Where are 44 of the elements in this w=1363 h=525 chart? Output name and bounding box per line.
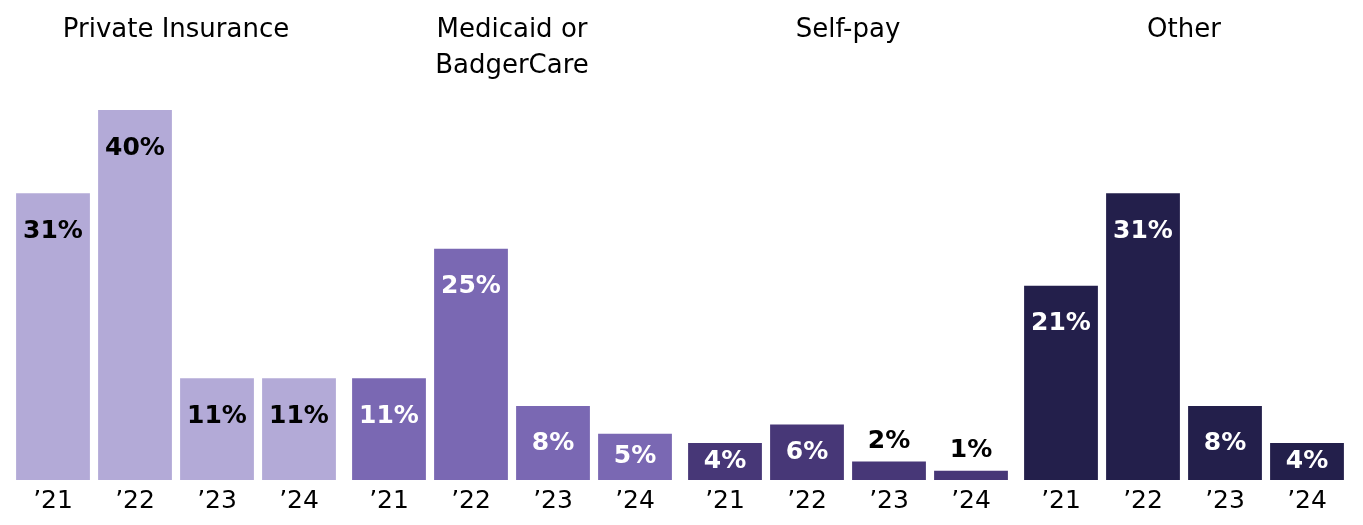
x-tick-label: ’23 <box>197 484 237 514</box>
bar <box>434 248 508 480</box>
bar <box>1106 193 1180 480</box>
bar <box>852 461 926 480</box>
x-tick-label: ’21 <box>1041 484 1081 514</box>
chart-title: Private Insurance <box>61 12 291 45</box>
data-label: 31% <box>23 214 83 244</box>
data-label: 8% <box>531 426 575 456</box>
x-tick-label: ’21 <box>369 484 409 514</box>
chart-title: Medicaid or BadgerCare <box>434 12 590 81</box>
data-label: 40% <box>105 131 165 161</box>
x-tick-label: ’23 <box>1205 484 1245 514</box>
bar <box>1024 285 1098 480</box>
data-label: 5% <box>613 440 657 470</box>
chart-title: Self-pay <box>794 12 902 45</box>
x-tick-label: ’23 <box>869 484 909 514</box>
x-tick-label: ’22 <box>1123 484 1163 514</box>
data-label: 2% <box>867 425 911 454</box>
data-label: 1% <box>949 434 993 464</box>
x-tick-label: ’22 <box>787 484 827 514</box>
x-tick-label: ’24 <box>1287 484 1327 514</box>
bar <box>1188 406 1262 480</box>
bar <box>516 406 590 480</box>
data-label: 11% <box>359 399 419 429</box>
data-label: 21% <box>1031 307 1091 337</box>
x-tick-label: ’21 <box>33 484 73 514</box>
bar <box>352 378 426 480</box>
data-label: 6% <box>785 435 829 465</box>
x-tick-label: ’24 <box>279 484 319 514</box>
data-label: 11% <box>187 399 247 429</box>
x-tick-label: ’23 <box>533 484 573 514</box>
x-tick-label: ’24 <box>951 484 991 514</box>
data-label: 4% <box>1285 445 1329 474</box>
x-tick-label: ’22 <box>451 484 491 514</box>
chart-title: Other <box>1146 12 1222 45</box>
data-label: 31% <box>1113 214 1173 244</box>
bar <box>934 470 1008 480</box>
x-tick-label: ’22 <box>115 484 155 514</box>
data-label: 25% <box>441 270 501 300</box>
x-tick-label: ’21 <box>705 484 745 514</box>
data-label: 4% <box>703 445 747 474</box>
data-label: 11% <box>269 399 329 429</box>
data-label: 8% <box>1203 426 1247 456</box>
x-tick-label: ’24 <box>615 484 655 514</box>
